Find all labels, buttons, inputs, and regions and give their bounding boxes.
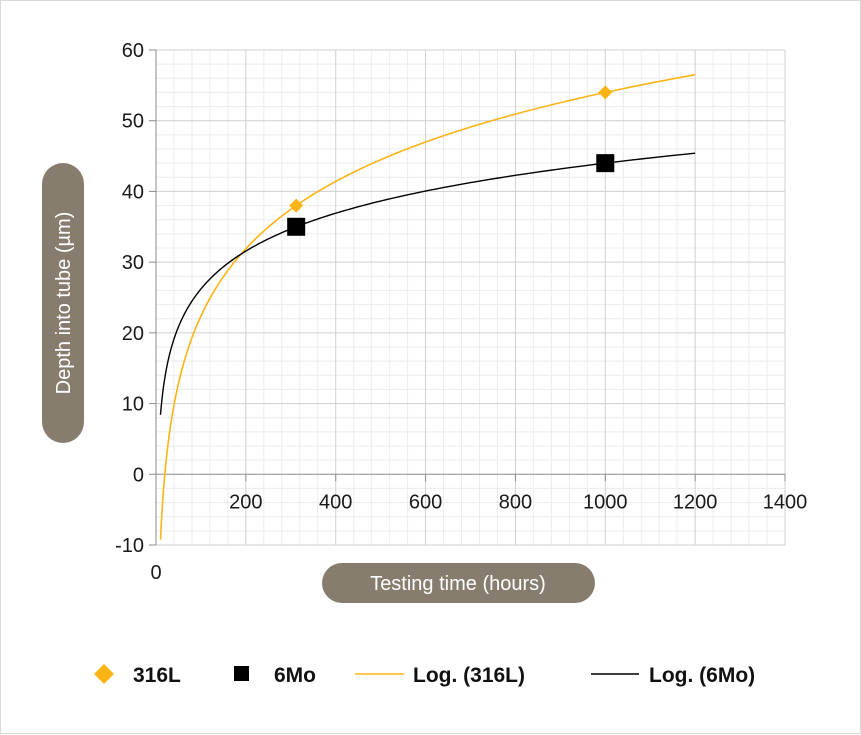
y-tick-label: 0 xyxy=(133,464,144,486)
legend-item-316l: 316L xyxy=(94,664,181,687)
legend-item-6mo: 6Mo xyxy=(234,664,316,687)
legend-label-316l: 316L xyxy=(133,664,181,687)
legend-label-log-6mo: Log. (6Mo) xyxy=(649,664,755,687)
y-axis-label: Depth into tube (µm) xyxy=(42,163,84,443)
y-tick-label: 30 xyxy=(122,252,144,274)
legend-item-log-316l: Log. (316L) xyxy=(355,664,525,687)
x-tick-label: 400 xyxy=(319,491,352,513)
data-point-316l xyxy=(289,198,304,213)
x-tick-label: 600 xyxy=(409,491,442,513)
y-tick-label: 50 xyxy=(122,111,144,133)
axes xyxy=(149,49,786,546)
major-grid xyxy=(156,49,786,546)
origin-label: 0 xyxy=(150,562,161,584)
y-tick-label: 40 xyxy=(122,181,144,203)
y-tick-label: 60 xyxy=(122,40,144,62)
legend: 316L 6Mo Log. (316L) Log. (6Mo) xyxy=(94,664,755,687)
y-axis-label-text: Depth into tube (µm) xyxy=(53,212,75,395)
y-tick-label: 20 xyxy=(122,323,144,345)
trendline-log-6mo xyxy=(159,152,696,415)
trendline-log-316l xyxy=(159,73,696,540)
legend-item-log-6mo: Log. (6Mo) xyxy=(591,664,755,687)
legend-marker-square xyxy=(234,666,249,681)
data-point-316l xyxy=(598,85,613,100)
tick-labels: -10 0 10 20 30 40 50 60 200 400 600 800 1000 1200 1400… xyxy=(115,40,807,584)
x-tick-label: 1200 xyxy=(673,491,718,513)
x-tick-label: 1000 xyxy=(583,491,628,513)
trendlines xyxy=(159,73,696,540)
legend-label-6mo: 6Mo xyxy=(274,664,316,687)
x-axis-label: Testing time (hours) xyxy=(322,563,595,603)
y-tick-label: -10 xyxy=(115,535,144,557)
legend-label-log-316l: Log. (316L) xyxy=(413,664,525,687)
x-tick-label: 800 xyxy=(499,491,532,513)
y-tick-label: 10 xyxy=(122,394,144,416)
minor-grid xyxy=(156,50,785,545)
y-axis-label-pill xyxy=(42,163,84,443)
x-tick-label: 200 xyxy=(229,491,262,513)
x-axis-label-text: Testing time (hours) xyxy=(370,573,546,595)
data-point-6mo xyxy=(596,154,615,173)
markers xyxy=(287,85,615,236)
legend-marker-diamond xyxy=(94,664,114,684)
data-point-6mo xyxy=(287,217,306,236)
x-axis-label-pill xyxy=(322,563,595,603)
x-tick-label: 1400 xyxy=(763,491,808,513)
